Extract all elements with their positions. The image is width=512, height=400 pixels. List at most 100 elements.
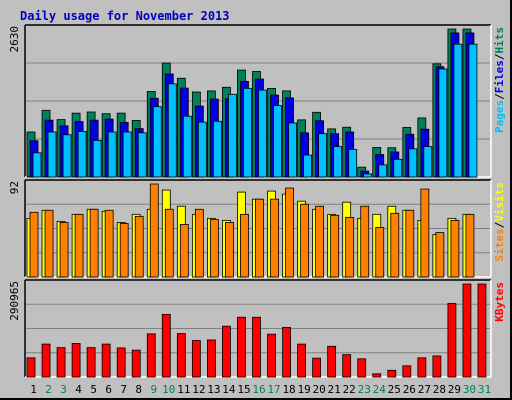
bar-sites-day-28	[435, 232, 445, 278]
legend-entry: Visits	[493, 182, 506, 222]
bar-sites-day-23	[360, 205, 370, 278]
bar-kbytes-day-1	[26, 357, 36, 378]
bar-pages-day-7	[122, 131, 132, 178]
bar-sites-day-13	[209, 218, 219, 278]
bar-sites-day-19	[300, 203, 309, 278]
x-tick-label: 14	[222, 383, 236, 396]
bar-pages-day-3	[62, 134, 72, 178]
bar-pages-day-4	[77, 131, 87, 178]
bar-pages-day-11	[182, 115, 192, 178]
bar-pages-day-30	[468, 43, 478, 178]
x-tick-label: 18	[282, 383, 295, 396]
x-tick-label: 6	[105, 383, 112, 396]
legend-entry: /	[493, 93, 506, 100]
legend-entry: Pages	[493, 100, 506, 133]
bar-sites-day-1	[29, 211, 39, 278]
bar-kbytes-day-13	[206, 339, 216, 378]
bar-kbytes-day-16	[252, 316, 261, 378]
bar-sites-day-15	[240, 213, 249, 278]
bar-pages-day-14	[228, 93, 237, 178]
bar-pages-day-5	[92, 140, 102, 178]
bar-kbytes-day-6	[101, 343, 111, 378]
bar-sites-day-12	[194, 208, 204, 278]
bar-sites-day-14	[225, 222, 234, 278]
bar-sites-day-8	[134, 215, 144, 278]
x-tick-label: 16	[252, 383, 265, 396]
bar-kbytes-day-4	[71, 343, 81, 378]
panel-legend: Sites/Visits	[493, 182, 506, 262]
x-tick-label: 24	[373, 383, 387, 396]
legend-entry: Sites	[493, 228, 506, 261]
bar-pages-day-9	[152, 106, 162, 178]
bar-pages-day-16	[258, 89, 267, 178]
bar-kbytes-day-23	[357, 358, 367, 378]
bar-sites-day-30	[465, 213, 475, 278]
bar-pages-day-2	[47, 131, 57, 178]
bar-kbytes-day-2	[41, 343, 51, 378]
bar-sites-day-3	[59, 222, 69, 278]
bar-sites-day-11	[179, 224, 189, 278]
bar-kbytes-day-27	[417, 357, 427, 378]
bar-pages-day-27	[423, 146, 433, 178]
bar-pages-day-25	[393, 158, 403, 178]
x-tick-label: 28	[433, 383, 446, 396]
bar-sites-day-16	[255, 198, 264, 278]
bar-kbytes-day-20	[312, 357, 322, 378]
bar-kbytes-day-21	[327, 345, 337, 378]
bar-sites-day-7	[119, 223, 129, 278]
y-axis-max-label: 92	[8, 181, 21, 194]
bar-sites-day-29	[450, 219, 460, 278]
bar-kbytes-day-8	[131, 349, 141, 378]
bar-sites-day-24	[375, 227, 385, 278]
bar-sites-day-17	[270, 198, 279, 278]
x-tick-label: 3	[60, 383, 67, 396]
x-tick-label: 15	[237, 383, 250, 396]
x-tick-label: 27	[418, 383, 431, 396]
x-tick-label: 2	[45, 383, 52, 396]
bar-pages-day-28	[438, 68, 448, 178]
bar-pages-day-21	[333, 146, 343, 178]
bar-sites-day-25	[390, 212, 400, 278]
panel-visits: 92 Sites/Visits	[8, 179, 506, 278]
x-tick-label: 29	[448, 383, 461, 396]
bar-pages-day-10	[167, 83, 177, 178]
bar-pages-day-15	[243, 87, 252, 178]
panel-legend: Pages/Files/Hits	[493, 27, 506, 133]
bar-kbytes-day-30	[462, 283, 472, 378]
x-tick-label: 12	[192, 383, 205, 396]
x-tick-label: 8	[135, 383, 142, 396]
x-tick-label: 22	[343, 383, 356, 396]
bar-kbytes-day-29	[447, 303, 457, 378]
bar-kbytes-day-17	[267, 333, 276, 378]
bar-kbytes-day-15	[237, 316, 246, 378]
x-tick-label: 10	[162, 383, 175, 396]
x-tick-label: 11	[177, 383, 190, 396]
bar-kbytes-day-12	[191, 340, 201, 378]
bar-kbytes-day-10	[161, 313, 171, 378]
x-tick-label: 13	[207, 383, 220, 396]
x-tick-label: 31	[478, 383, 491, 396]
y-axis-max-label: 290965	[8, 281, 21, 321]
bar-kbytes-day-5	[86, 347, 96, 378]
y-axis-max-label: 2630	[8, 26, 21, 53]
x-tick-label: 20	[313, 383, 326, 396]
bar-sites-day-22	[345, 216, 355, 278]
bar-pages-day-18	[288, 122, 297, 178]
bar-pages-day-23	[363, 173, 373, 178]
bar-kbytes-day-28	[432, 355, 442, 378]
x-tick-label: 26	[403, 383, 416, 396]
x-tick-label: 21	[328, 383, 341, 396]
legend-entry: Hits	[493, 27, 506, 54]
bar-kbytes-day-26	[402, 365, 412, 378]
legend-entry: /	[493, 221, 506, 228]
bar-pages-day-13	[212, 120, 222, 178]
chart-title: Daily usage for November 2013	[20, 9, 230, 23]
panel-legend: KBytes	[493, 282, 506, 322]
bar-sites-day-26	[405, 209, 415, 278]
x-tick-label: 23	[358, 383, 371, 396]
bar-pages-day-17	[273, 105, 282, 178]
bar-pages-day-26	[408, 148, 418, 178]
bar-sites-day-10	[164, 208, 174, 278]
bar-kbytes-day-11	[176, 333, 186, 378]
